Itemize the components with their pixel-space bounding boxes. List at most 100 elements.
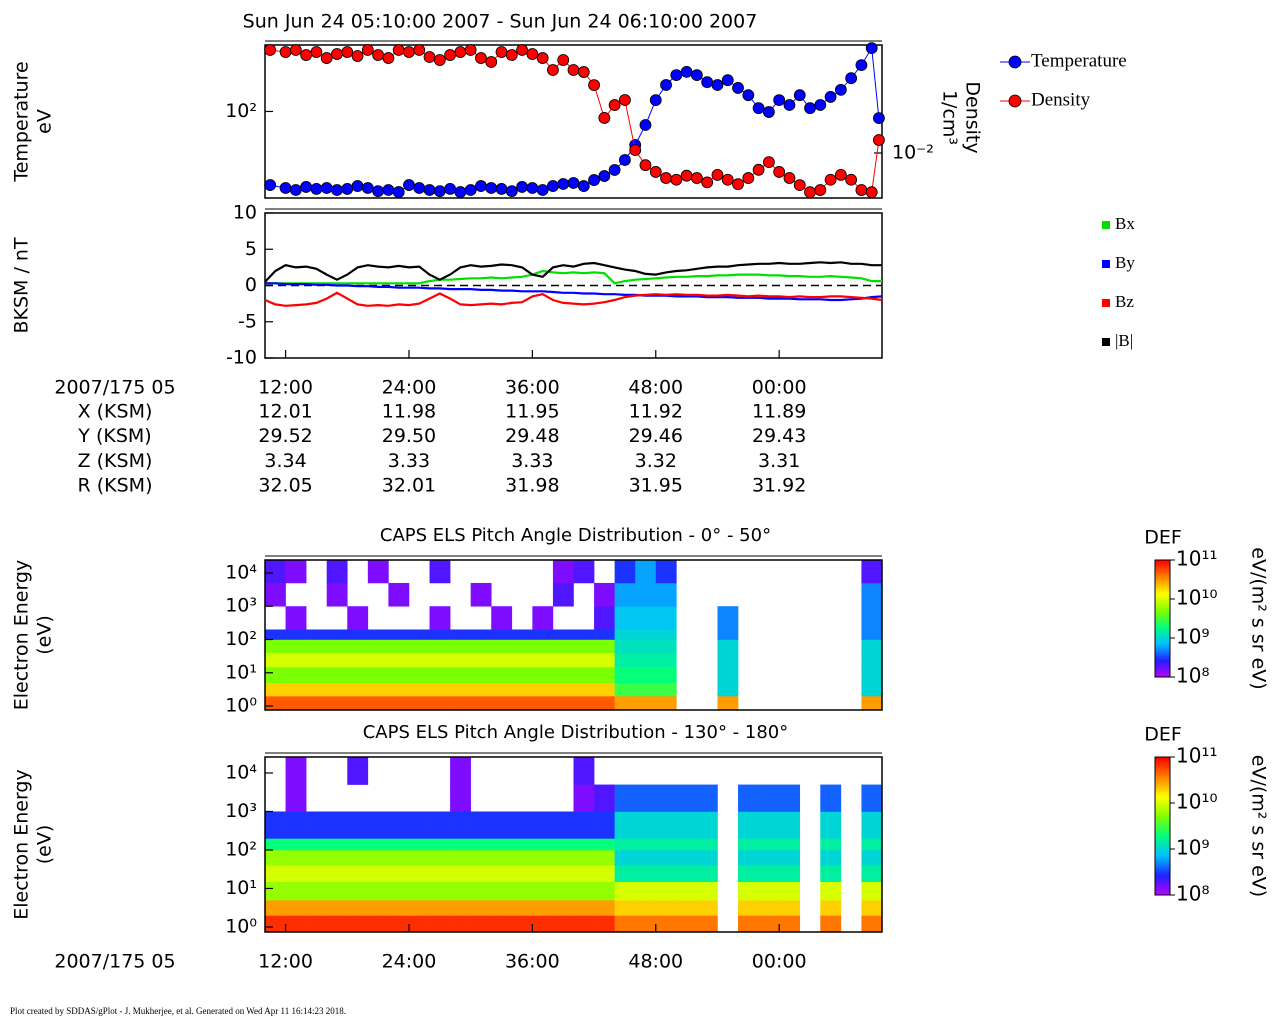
- heatmap-cell: [285, 915, 307, 933]
- heatmap-cell: [450, 811, 471, 839]
- colorbar-segment: [1155, 768, 1170, 772]
- heatmap-cell: [511, 629, 533, 640]
- data-point: [701, 176, 714, 189]
- heatmap-cell: [614, 900, 636, 916]
- heatmap-cell: [429, 811, 451, 839]
- heatmap-cell: [429, 606, 451, 630]
- data-point: [649, 166, 662, 178]
- heatmap-cell: [573, 652, 595, 668]
- heatmap-cell: [285, 838, 307, 851]
- heatmap-cell: [861, 838, 883, 851]
- heatmap-cell: [306, 639, 327, 654]
- panel-title: CAPS ELS Pitch Angle Distribution - 0° -…: [380, 525, 771, 546]
- heatmap-cell: [285, 560, 307, 584]
- colorbar-segment: [1155, 673, 1170, 676]
- heatmap-cell: [532, 666, 554, 684]
- heatmap-cell: [614, 666, 636, 684]
- data-point: [547, 64, 559, 76]
- heatmap-cell: [676, 849, 698, 866]
- ephemeris-value: 29.48: [505, 425, 559, 447]
- colorbar-segment: [1155, 885, 1170, 889]
- ephemeris-value: 3.33: [388, 450, 430, 472]
- colorbar-segment: [1155, 826, 1170, 829]
- colorbar-segment: [1155, 657, 1170, 660]
- heatmap-cell: [861, 639, 883, 654]
- colorbar-segment: [1155, 773, 1170, 776]
- legend-label: |B|: [1115, 331, 1133, 350]
- heatmap-cell: [450, 682, 471, 697]
- heatmap-cell: [552, 629, 574, 640]
- data-point: [783, 172, 796, 184]
- plot-frame: [264, 756, 883, 933]
- heatmap-cell: [635, 682, 657, 697]
- data-point: [320, 182, 333, 194]
- heatmap-cell: [285, 757, 307, 785]
- colorbar-label: DEF: [1144, 527, 1182, 549]
- heatmap-cell: [635, 629, 657, 640]
- colorbar-segment: [1155, 630, 1170, 633]
- heatmap-cell: [306, 865, 327, 882]
- data-point: [382, 184, 395, 196]
- data-point: [526, 48, 539, 60]
- heatmap-cell: [594, 881, 615, 901]
- heatmap-cell: [573, 838, 595, 851]
- ephemeris-value: 3.33: [511, 450, 553, 472]
- legend-marker: [1008, 94, 1022, 108]
- colorbar-segment: [1155, 649, 1170, 653]
- heatmap-cell: [326, 639, 348, 654]
- heatmap-cell: [861, 652, 883, 668]
- heatmap-cell: [655, 849, 677, 866]
- heatmap-cell: [738, 900, 759, 916]
- heatmap-cell: [511, 838, 533, 851]
- data-point: [557, 178, 570, 190]
- data-point: [505, 49, 518, 61]
- colorbar-segment: [1155, 812, 1170, 815]
- y-tick-label: 10⁻²: [892, 141, 934, 163]
- heatmap-cell: [265, 881, 286, 901]
- heatmap-cell: [491, 865, 513, 882]
- panel-title: CAPS ELS Pitch Angle Distribution - 130°…: [363, 722, 789, 743]
- heatmap-cell: [470, 900, 492, 916]
- data-point: [588, 79, 600, 91]
- ephemeris-value: 32.01: [382, 475, 436, 497]
- heatmap-cell: [326, 560, 348, 584]
- colorbar-segment: [1155, 675, 1170, 678]
- heatmap-cell: [738, 915, 759, 933]
- heatmap-cell: [511, 652, 533, 668]
- ephemeris-value: 31.95: [629, 475, 683, 497]
- heatmap-cell: [450, 666, 471, 684]
- data-point: [873, 134, 885, 146]
- heatmap-cell: [367, 865, 389, 882]
- heatmap-cell: [635, 849, 657, 866]
- colorbar-segment: [1155, 869, 1170, 873]
- colorbar-segment: [1155, 577, 1170, 580]
- data-point: [865, 42, 878, 55]
- colorbar-segment: [1155, 645, 1170, 649]
- data-point: [557, 54, 570, 66]
- heatmap-cell: [285, 606, 307, 630]
- heatmap-cell: [594, 696, 615, 711]
- y-axis-label: Electron Energy: [11, 769, 33, 920]
- heatmap-cell: [573, 682, 595, 697]
- heatmap-cell: [696, 915, 718, 933]
- colorbar-segment: [1155, 651, 1170, 655]
- colorbar-segment: [1155, 636, 1170, 639]
- colorbar-segment: [1155, 626, 1170, 629]
- heatmap-cell: [696, 881, 718, 901]
- heatmap-cell: [635, 900, 657, 916]
- heatmap-cell: [614, 639, 636, 654]
- heatmap-cell: [306, 900, 327, 916]
- ephemeris-value: 12.01: [258, 401, 312, 423]
- heatmap-cell: [470, 849, 492, 866]
- colorbar-tick-label: 10¹¹: [1176, 547, 1217, 571]
- colorbar-tick-label: 10⁹: [1176, 625, 1209, 649]
- data-point: [372, 49, 385, 61]
- heatmap-cell: [450, 696, 471, 711]
- heatmap-cell: [820, 881, 842, 901]
- heatmap-cell: [758, 865, 780, 882]
- heatmap-cell: [367, 682, 389, 697]
- heatmap-cell: [696, 811, 718, 839]
- heatmap-cell: [265, 582, 286, 607]
- data-point: [608, 99, 621, 111]
- heatmap-cell: [470, 582, 492, 607]
